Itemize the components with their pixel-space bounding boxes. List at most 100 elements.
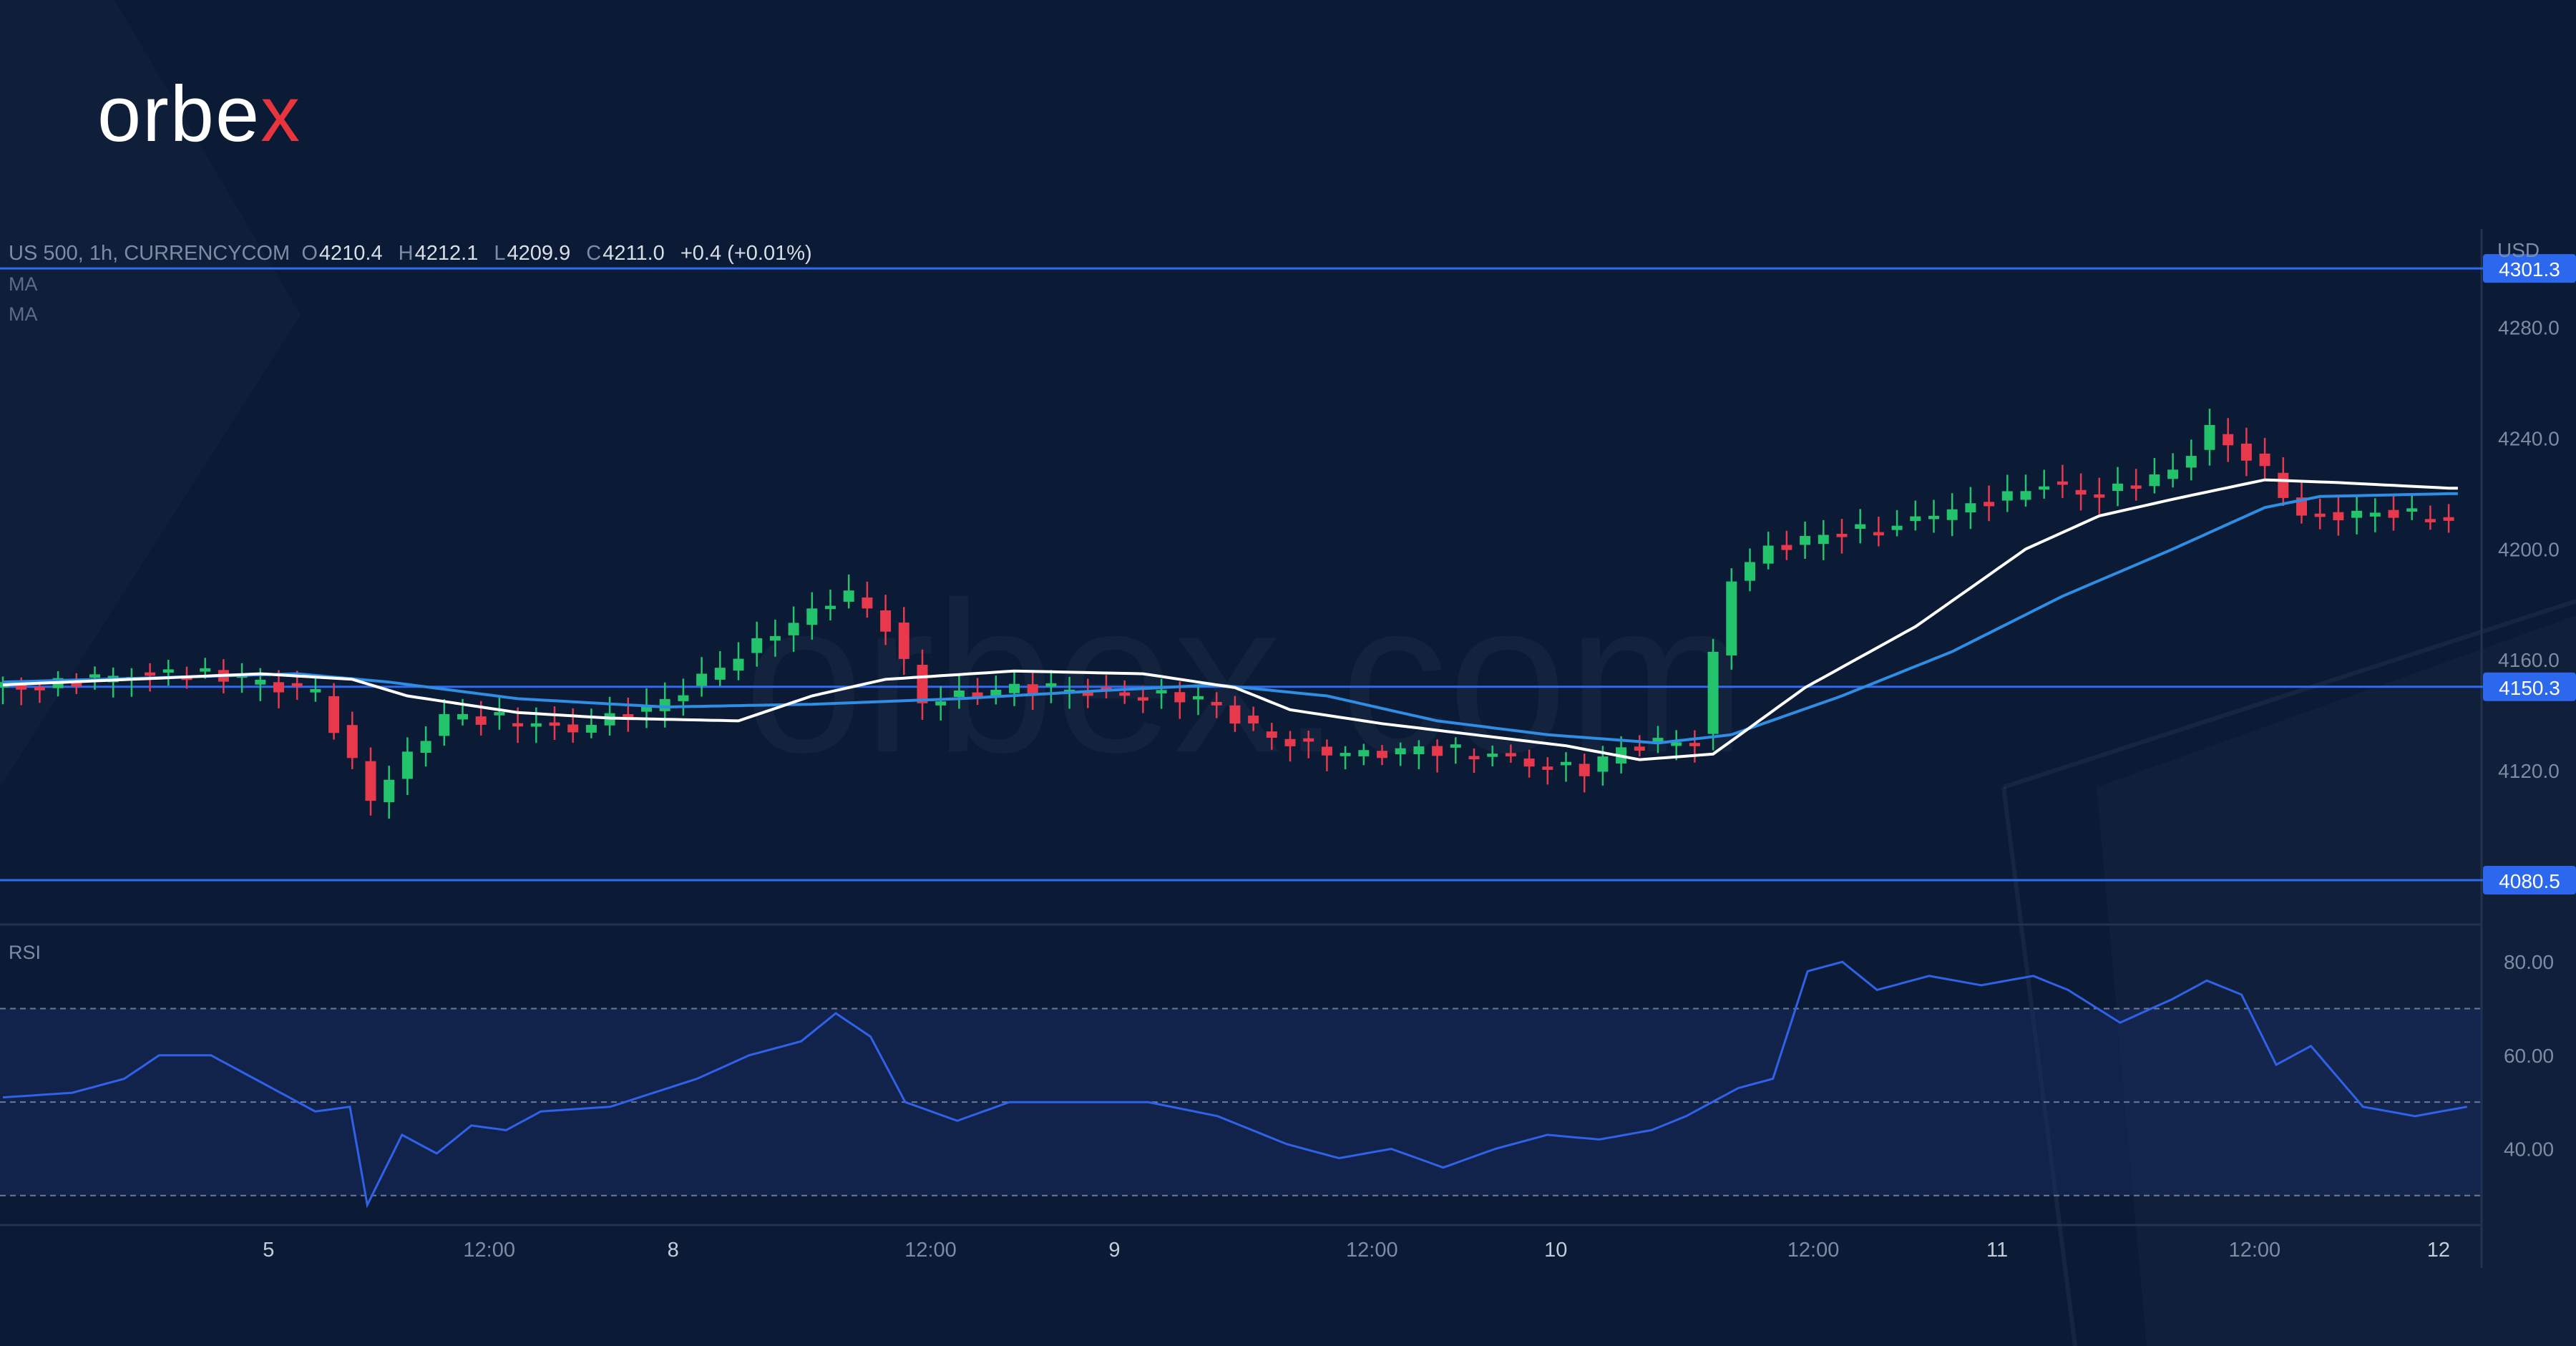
- price-tick-label: 4280.0: [2498, 317, 2560, 339]
- bull-candle: [953, 690, 965, 697]
- bull-candle: [1965, 503, 1976, 513]
- bull-candle: [1395, 748, 1406, 755]
- bear-candle: [2388, 509, 2399, 518]
- watermark-text: orbex.com: [744, 557, 1747, 797]
- bear-candle: [291, 683, 303, 687]
- bear-candle: [2443, 517, 2454, 521]
- bull-candle: [384, 779, 395, 803]
- bull-candle: [2020, 491, 2031, 500]
- bear-candle: [475, 716, 487, 725]
- bear-candle: [2223, 434, 2234, 446]
- rsi-label: RSI: [9, 942, 41, 963]
- bull-candle: [659, 698, 670, 711]
- time-axis: 5 12:00 8 12:00 9 12:00 10 12:00 11 12:00 12: [263, 1239, 2450, 1262]
- bear-candle: [1505, 753, 1516, 757]
- bull-candle: [1358, 750, 1370, 756]
- bear-candle: [1303, 738, 1314, 742]
- bull-candle: [2112, 483, 2123, 492]
- bull-candle: [1762, 545, 1774, 564]
- high-value: 4212.1: [414, 242, 479, 265]
- bear-candle: [1468, 756, 1480, 760]
- bull-candle: [1340, 753, 1351, 756]
- bear-candle: [972, 692, 983, 698]
- level-label: 4150.3: [2499, 677, 2560, 699]
- bull-candle: [788, 623, 799, 635]
- bear-candle: [2259, 453, 2270, 467]
- low-key: L: [494, 242, 506, 265]
- bull-candle: [1487, 754, 1498, 757]
- bull-candle: [825, 605, 836, 610]
- bear-candle: [2278, 472, 2289, 498]
- bear-candle: [273, 682, 284, 693]
- bull-candle: [843, 590, 854, 602]
- bull-candle: [2351, 510, 2363, 518]
- bull-candle: [1413, 746, 1425, 755]
- bear-candle: [917, 665, 928, 703]
- moving-averages: [2, 478, 2458, 761]
- bear-candle: [2314, 513, 2326, 517]
- bear-candle: [328, 696, 340, 733]
- bull-candle: [162, 669, 174, 673]
- close-value: 4211.0: [602, 242, 665, 265]
- bull-candle: [1009, 683, 1020, 693]
- time-tick-label: 12:00: [904, 1239, 957, 1262]
- bear-candle: [1119, 692, 1131, 696]
- bear-candle: [1984, 502, 1995, 507]
- bear-candle: [1101, 687, 1112, 691]
- low-value: 4209.9: [507, 242, 571, 265]
- bear-candle: [2075, 489, 2087, 495]
- logo-text: orbe: [97, 70, 261, 158]
- bull-candle: [1561, 761, 1571, 766]
- time-tick-label: 12: [2427, 1239, 2450, 1262]
- bear-candle: [1229, 705, 1241, 724]
- bull-candle: [990, 689, 1002, 696]
- bull-candle: [585, 724, 597, 733]
- level-badge: [2483, 254, 2576, 283]
- bull-candle: [806, 608, 818, 625]
- bull-candle: [696, 673, 708, 686]
- orbex-logo: orbex: [97, 69, 301, 160]
- bear-candle: [1523, 759, 1535, 767]
- time-tick-label: 10: [1544, 1239, 1567, 1262]
- price-axis: 4120.0 4160.0 4200.0 4240.0 4280.0: [2498, 317, 2560, 782]
- ma-legend-2: MA: [9, 303, 38, 325]
- bull-candle: [2149, 474, 2160, 487]
- time-tick-label: 12:00: [1346, 1239, 1398, 1262]
- time-tick-label: 12:00: [2229, 1239, 2281, 1262]
- bear-candle: [16, 683, 27, 690]
- bear-candle: [1321, 746, 1332, 756]
- rsi-line: [2, 960, 2468, 1209]
- bull-candle: [1726, 581, 1737, 655]
- bear-candle: [1873, 532, 1884, 536]
- price-tick-label: 4160.0: [2498, 649, 2560, 671]
- bull-candle: [2406, 508, 2418, 512]
- bear-candle: [2094, 494, 2105, 498]
- bull-candle: [457, 713, 468, 720]
- bull-candle: [1193, 696, 1204, 700]
- currency-label: USD: [2497, 239, 2540, 261]
- bull-candle: [1928, 515, 1939, 520]
- bull-candle: [1818, 535, 1829, 545]
- bear-candle: [1082, 691, 1093, 696]
- bull-candle: [401, 751, 413, 779]
- bull-candle: [1745, 562, 1755, 581]
- ohlc-legend: US 500, 1h, CURRENCYCOM O4210.4 H4212.1 …: [9, 242, 822, 265]
- price-tick-label: 4120.0: [2498, 760, 2560, 782]
- bull-candle: [1597, 756, 1609, 772]
- bear-candle: [34, 687, 45, 691]
- bull-candle: [89, 674, 100, 678]
- bear-candle: [1266, 731, 1277, 738]
- bull-candle: [1800, 536, 1811, 545]
- bull-candle: [530, 723, 542, 727]
- bear-candle: [2240, 443, 2252, 461]
- rsi-panel: 40.00 60.00 80.00: [0, 951, 2554, 1209]
- bull-candle: [1045, 683, 1057, 687]
- bull-candle: [1671, 742, 1682, 746]
- bull-candle: [2167, 469, 2179, 479]
- bull-candle: [494, 712, 505, 716]
- bear-candle: [1634, 746, 1645, 751]
- bull-candle: [2001, 491, 2013, 501]
- bull-candle: [1946, 509, 1958, 520]
